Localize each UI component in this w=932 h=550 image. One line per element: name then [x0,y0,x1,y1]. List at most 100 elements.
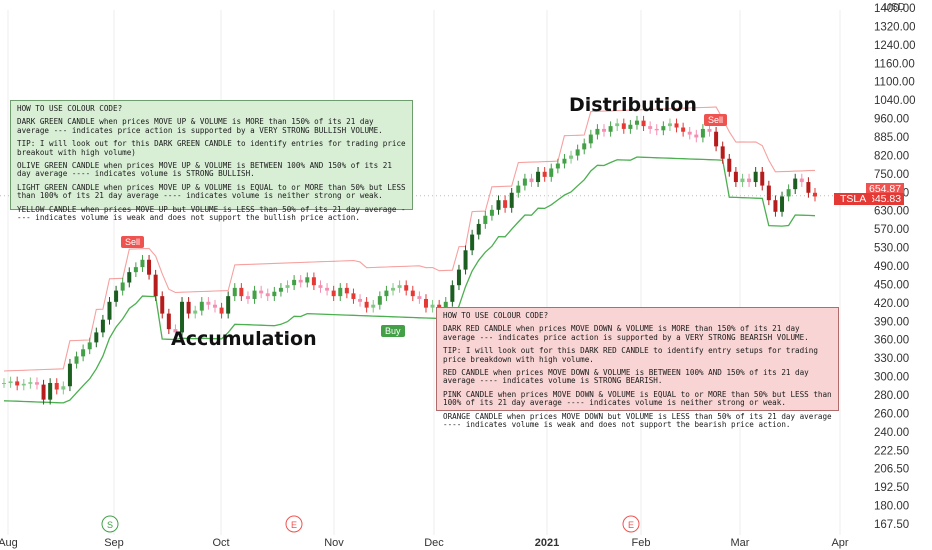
symbol-label: TSLA [834,193,873,205]
candle-body [555,163,560,169]
candle-body [667,123,672,127]
candle-body [575,149,580,156]
candle-body [674,123,679,128]
y-tick-label: 1100.00 [874,77,915,89]
candle-body [114,290,119,302]
candle-body [107,301,112,320]
y-tick-label: 240.00 [874,427,909,439]
bull-note-p2: TIP: I will look out for this DARK GREEN… [17,139,406,157]
candle-body [747,178,752,183]
y-tick-label: 885.00 [874,132,909,144]
candle-body [582,143,587,150]
candle-body [760,171,765,186]
event-marker-circle [622,515,640,533]
x-tick-label: Sep [104,537,124,549]
candle-body [133,267,138,273]
y-tick-label: 820.00 [874,150,909,162]
x-tick-label: Aug [0,537,18,549]
y-tick-label: 490.00 [874,261,909,273]
y-tick-label: 167.50 [874,519,909,531]
candle-body [641,120,646,127]
candle-body [186,301,191,314]
candle-body [120,282,125,291]
y-tick-label: 530.00 [874,243,909,255]
candle-body [549,168,554,177]
candle-body [720,146,725,159]
indicator-fills [3,106,816,404]
candle-body [694,134,699,138]
event-marker-label: E [291,520,297,530]
y-tick-label: 420.00 [874,298,909,310]
y-tick-label: 206.50 [874,464,909,476]
candle-body [8,381,13,383]
x-axis: Aug Sep Oct Nov Dec 2021 Feb Mar Apr [0,537,849,549]
candle-body [331,290,336,297]
candle-body [41,384,46,400]
y-tick-label: 1320.00 [874,21,916,33]
candle-body [786,189,791,197]
bear-note-p5: ORANGE CANDLE when prices MOVE DOWN but … [443,411,832,430]
candle-body [753,171,758,183]
support-line [3,156,816,404]
candle-body [595,128,600,135]
candle-body [272,291,277,297]
candle-body [542,171,547,177]
candle-body [450,285,455,302]
candle-body [529,178,534,183]
candle-body [417,296,422,299]
candle-body [602,128,607,132]
y-tick-label: 330.00 [874,353,909,365]
candle-body [483,215,488,224]
candle-body [252,290,257,299]
bear-note-title: HOW TO USE COLOUR CODE? [443,311,549,320]
candle-body [54,383,59,390]
candle-body [199,301,204,311]
candle-body [180,301,185,333]
candle-body [245,296,250,299]
candle-body [61,386,66,390]
candle-body [377,296,382,305]
candle-body [87,342,92,350]
last-price-label-2: 645.83 [866,193,905,205]
candle-body [806,182,811,193]
bearish-colour-note: HOW TO USE COLOUR CODE? DARK RED CANDLE … [436,307,839,429]
bear-note-p2: TIP: I will look out for this DARK RED C… [443,346,818,364]
candle-body [780,196,785,212]
candle-body [443,301,448,311]
bullish-colour-note: HOW TO USE COLOUR CODE? DARK GREEN CANDL… [10,100,413,222]
candle-body [509,192,514,208]
candle-body [456,269,461,286]
last-price-label-1: 654.87 [866,183,905,195]
event-marker-circle [101,515,119,533]
buy-signal: Buy [381,325,405,337]
bull-note-p1: DARK GREEN CANDLE when prices MOVE UP & … [17,117,383,135]
candle-body [212,304,217,308]
candle-body [48,383,53,400]
candle-body [733,171,738,183]
y-tick-label: 1240.00 [874,40,916,52]
y-tick-label: 750.00 [874,169,909,181]
candle-body [476,223,481,235]
candle-body [634,120,639,125]
candle-body [522,178,527,186]
candle-body [15,381,20,386]
candle-body [94,332,99,343]
candle-body [226,296,231,314]
y-tick-label: 300.00 [874,372,909,384]
y-tick-label: 1040.00 [874,95,916,107]
candle-body [562,158,567,164]
candle-body [239,287,244,297]
candle-body [292,279,297,286]
candle-body [219,307,224,314]
candle-body [147,259,152,275]
x-tick-label: Mar [731,537,750,549]
candle-body [100,319,105,333]
candle-body [681,127,686,132]
candle-body [621,123,626,129]
event-marker-circle [285,515,303,533]
candle-body [325,287,330,291]
y-tick-label: 192.50 [874,482,909,494]
candle-body [28,382,33,384]
